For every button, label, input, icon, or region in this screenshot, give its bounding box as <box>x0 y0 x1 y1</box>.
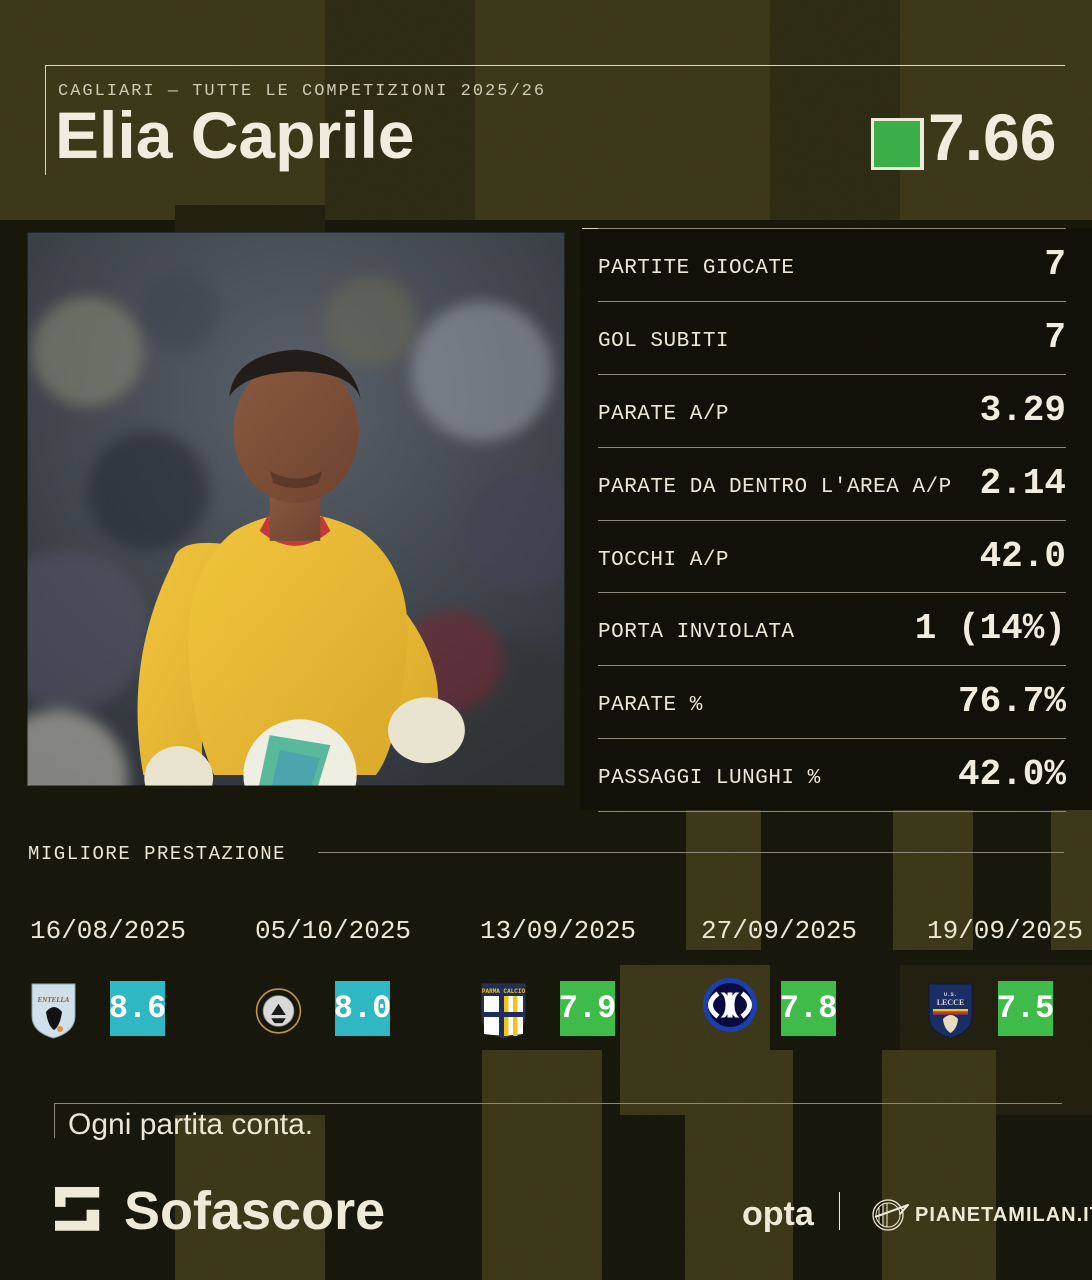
svg-text:LECCE: LECCE <box>937 998 965 1007</box>
svg-text:U.S.: U.S. <box>944 991 957 998</box>
svg-text:ENTELLA: ENTELLA <box>37 996 70 1004</box>
svg-text:PARMA CALCIO: PARMA CALCIO <box>482 988 526 995</box>
